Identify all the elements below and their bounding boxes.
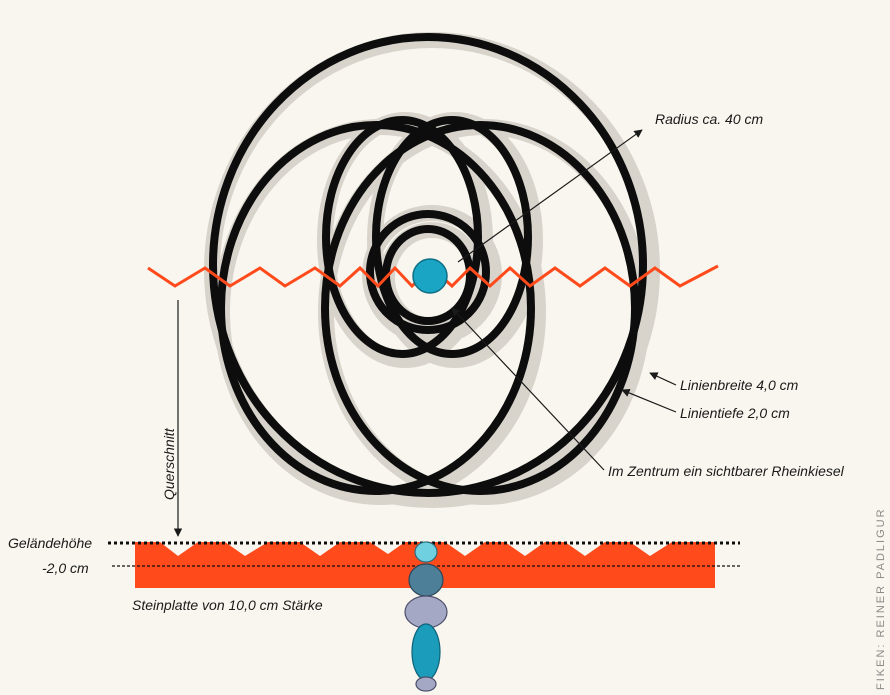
stone-3 [404,595,448,629]
center-stone [412,258,448,294]
line-depth-label: Linientiefe 2,0 cm [680,405,790,421]
radius-label: Radius ca. 40 cm [655,111,763,127]
line-depth-arrow [621,388,677,413]
core-ring [366,210,490,334]
inner-right-ring [372,116,532,358]
depth-label: -2,0 cm [42,560,89,576]
rings [209,33,647,497]
stone-5 [415,676,437,692]
center-label: Im Zentrum ein sichtbarer Rheinkiesel [608,463,845,479]
stone-4 [411,623,441,681]
outer-ring [209,33,647,497]
stone-1 [414,541,438,563]
cross-section-label: Querschnitt [161,427,177,500]
stone-plate-label: Steinplatte von 10,0 cm Stärke [132,597,323,613]
radius-arrow [457,129,643,263]
ground-level-label: Geländehöhe [8,535,92,551]
stone-2 [408,563,444,597]
center-arrow [451,307,605,471]
credit-text: FIKEN: REINER PADLIGUR [875,507,887,690]
line-width-arrow [649,372,677,386]
core-inner-ring [382,225,474,325]
line-width-label: Linienbreite 4,0 cm [680,377,799,393]
stone-stack [404,541,448,692]
